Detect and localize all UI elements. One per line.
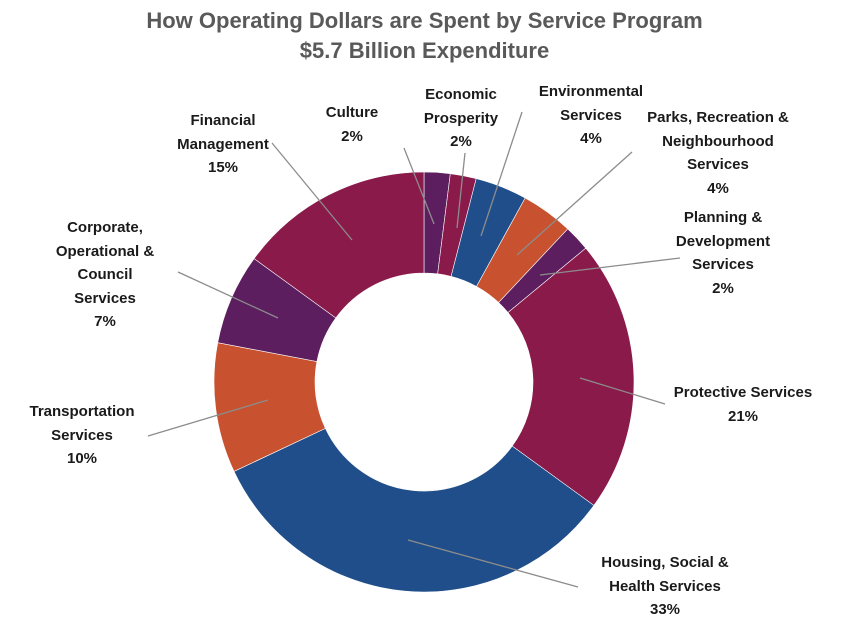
data-label-line: Protective Services [673,384,813,401]
data-label-line: 10% [66,450,98,467]
data-label-line: Management [177,135,269,153]
leader-line-5 [579,377,666,405]
data-label-line: 7% [94,313,116,330]
leader-line-4 [539,257,681,276]
leader-line-1 [456,152,466,229]
data-label-4: Planning & Development Services 2% [676,206,770,300]
data-label-0: Culture 2% [326,101,379,148]
data-label-line: Council [77,266,133,283]
data-label-line: 21% [727,407,759,425]
data-label-1: Economic Prosperity 2% [424,83,498,154]
data-label-line: Housing, Social & [601,554,729,571]
data-label-line: Corporate, [67,219,143,236]
chart-subtitle: $5.7 Billion Expenditure [299,38,550,63]
chart-title: How Operating Dollars are Spent by Servi… [146,8,703,33]
leader-line-0 [403,147,435,225]
leader-line-9 [271,142,353,241]
data-label-line: 2% [341,127,363,145]
data-label-line: Services [51,426,113,444]
data-label-line: 4% [580,130,602,147]
leader-line-2 [480,111,523,237]
data-label-7: Transportation Services 10% [29,400,134,471]
data-label-line: Services [560,106,622,124]
data-label-line: Development [675,232,771,250]
data-label-line: Transportation [29,403,135,420]
data-label-line: Health Services [609,577,721,595]
leader-line-3 [516,151,633,256]
donut-slice-9 [253,171,425,319]
data-label-9: Financial Management 15% [177,109,269,180]
data-label-line: Parks, Recreation & [647,109,789,126]
data-label-line: Financial [190,112,256,129]
data-label-line: Culture [325,104,379,121]
data-label-line: 33% [649,601,681,618]
data-label-line: Operational & [55,242,155,260]
data-label-line: Services [692,256,754,273]
data-label-line: 4% [707,179,729,197]
data-label-line: Neighbourhood [662,132,774,150]
data-label-line: Services [687,156,749,173]
donut-slice-6 [233,428,595,593]
data-label-line: Environmental [538,83,644,100]
data-label-line: 15% [207,159,239,176]
data-label-3: Parks, Recreation & Neighbourhood Services… [647,106,789,200]
data-label-2: Environmental Services 4% [539,80,643,151]
donut-slice-5 [507,247,635,506]
data-label-line: Planning & [683,209,763,226]
data-label-8: Corporate, Operational & Council Services 7% [56,216,154,334]
leader-line-7 [147,399,269,437]
data-label-6: Housing, Social & Health Services 33% [601,551,729,622]
leader-line-8 [177,271,279,319]
data-label-line: Services [74,289,136,307]
leader-line-6 [407,539,579,588]
data-label-5: Protective Services 21% [674,381,812,428]
data-label-line: 2% [712,279,734,297]
data-label-line: 2% [450,133,472,150]
data-label-line: Prosperity [423,109,499,127]
data-label-line: Economic [425,86,497,103]
